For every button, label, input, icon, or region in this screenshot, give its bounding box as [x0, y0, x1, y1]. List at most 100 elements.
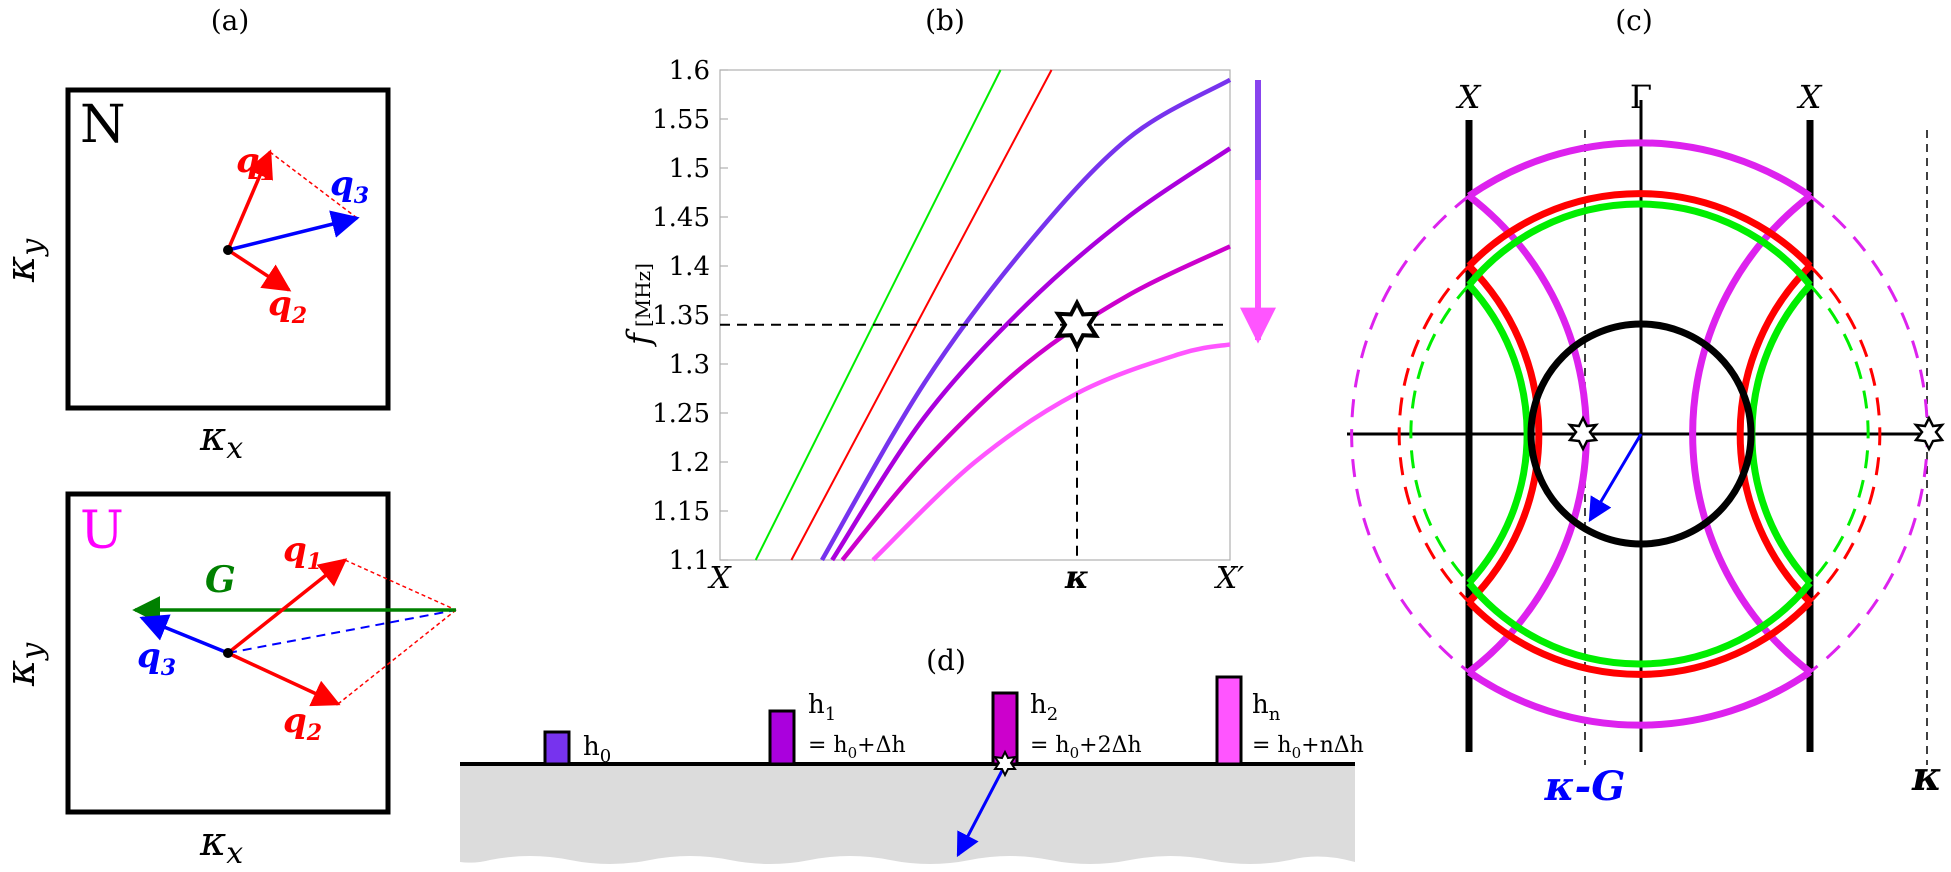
curve-green-line — [754, 69, 1002, 561]
x-right-label: X — [1796, 78, 1823, 116]
q2-label-bottom: q2 — [283, 701, 322, 746]
kx-axis-label: κx — [199, 414, 243, 466]
kappa-minus-g-label: κ-G — [1544, 763, 1626, 810]
panel-d-label: (d) — [926, 644, 966, 677]
y-tick-label: 1.1 — [669, 546, 710, 576]
scattering-star — [992, 749, 1018, 778]
substrate — [460, 764, 1355, 864]
panel-a-label: (a) — [211, 4, 250, 37]
curve-h2 — [840, 244, 1231, 562]
pillar-h2-label: h2 — [1030, 690, 1058, 725]
red-shifted-arc-right — [1736, 263, 1813, 605]
q3-arrow — [227, 210, 360, 252]
pillar-h1-equation: = h0+Δh — [808, 733, 906, 762]
green-shifted-arc-left — [1466, 282, 1531, 586]
chart-frame — [719, 69, 1231, 561]
x-left-label: X — [1455, 78, 1482, 116]
panel-a-top-box: N q1 q2 q3 κx κy — [0, 87, 391, 466]
kappa-label: κ — [1911, 753, 1942, 800]
panel-a: (a) N q1 q2 q3 κx κy U — [0, 4, 457, 871]
magenta-outer-dashed-left — [1350, 194, 1470, 674]
ky-axis-label-bottom: κy — [0, 642, 50, 687]
q1-label: q1 — [236, 141, 275, 186]
panel-c-label: (c) — [1615, 4, 1653, 37]
q2-arrow — [227, 248, 292, 292]
q2-g-dashed-line — [337, 609, 457, 705]
y-ticks: 1.1 1.15 1.2 1.25 1.3 1.35 1.4 1.45 1.5 1.55 1.6 — [652, 56, 728, 576]
guide-lines — [720, 298, 1230, 560]
pillar-h2-equation: = h0+2Δh — [1030, 733, 1142, 762]
panel-a-bottom-box: U G q1 q2 q3 κx κy — [0, 491, 457, 871]
g-label: G — [205, 559, 236, 601]
curve-hn — [871, 342, 1231, 562]
top-box-frame — [65, 87, 391, 411]
magenta-outer-arc-top — [1467, 139, 1812, 199]
green-arc-bottom — [1466, 580, 1813, 668]
q1-q3-dashed-line — [269, 151, 358, 219]
top-box-tag: N — [80, 95, 126, 155]
green-dashed-left — [1409, 283, 1471, 585]
panel-d: (d) h0 h1 = h0+Δh h2 = h0+2Δh hn = h0+nΔ… — [460, 644, 1364, 864]
panel-c: (c) X Γ X κ-G κ — [1347, 4, 1946, 810]
red-arc-top — [1466, 190, 1813, 269]
gamma-label: Γ — [1630, 78, 1652, 116]
origin-dot-bottom — [223, 648, 233, 658]
kappa-minus-g-arrow — [1588, 433, 1643, 523]
q2-arrow-bottom — [227, 651, 341, 707]
y-tick-label: 1.35 — [652, 301, 710, 331]
operating-point-star — [1054, 298, 1100, 352]
q3-label: q3 — [330, 164, 369, 209]
origin-dot — [223, 245, 233, 255]
green-dashed-right — [1808, 283, 1870, 585]
q1-arrow — [226, 149, 273, 251]
q3-shifted-dashed-line — [227, 609, 457, 654]
q2-label: q2 — [268, 284, 307, 329]
star-marker-outer — [1912, 415, 1946, 452]
red-dashed-right — [1808, 264, 1882, 604]
star-marker-inner — [1566, 415, 1600, 452]
bottom-box-tag: U — [80, 501, 124, 561]
curve-h0 — [820, 77, 1232, 562]
y-tick-label: 1.15 — [652, 497, 710, 527]
pillar-h1-label: h1 — [808, 690, 836, 725]
q3-label-bottom: q3 — [137, 636, 176, 681]
red-arc-bottom — [1466, 599, 1813, 678]
black-slowness-circle — [1527, 320, 1755, 548]
green-arc-top — [1466, 200, 1813, 288]
curve-red-line — [790, 69, 1053, 561]
y-axis-label: f[MHz] — [620, 263, 658, 347]
y-tick-label: 1.25 — [652, 399, 710, 429]
y-tick-label: 1.5 — [669, 154, 710, 184]
x-tick-kappa: κ — [1064, 558, 1089, 596]
y-tick-label: 1.55 — [652, 105, 710, 135]
pillar-h1 — [768, 709, 796, 766]
x-tick-start: X — [707, 561, 732, 596]
scattered-wave-arrow — [956, 764, 1007, 858]
y-tick-label: 1.2 — [669, 448, 710, 478]
pillar-hn-label: hn — [1252, 690, 1281, 725]
dispersion-curves — [754, 69, 1232, 562]
pillar-hn — [1215, 675, 1243, 766]
curve-h1 — [830, 146, 1232, 562]
q3-arrow-bottom — [139, 614, 229, 655]
y-tick-label: 1.6 — [669, 56, 710, 86]
panel-b: (b) 1.11.151.21.251.31.351.41.451.51.551… — [620, 4, 1276, 596]
pillar-hn-equation: = h0+nΔh — [1252, 733, 1364, 762]
kx-axis-label-bottom: κx — [199, 819, 243, 871]
q1-label-bottom: q1 — [283, 530, 322, 575]
red-shifted-arc-left — [1466, 263, 1543, 605]
magenta-outer-arc-bottom — [1467, 669, 1812, 729]
y-tick-label: 1.45 — [652, 203, 710, 233]
y-tick-label: 1.3 — [669, 350, 710, 380]
panel-b-label: (b) — [925, 4, 965, 37]
magenta-shifted-arc-right — [1689, 193, 1813, 675]
pillar-h0 — [543, 730, 571, 766]
pillar-h0-label: h0 — [583, 732, 611, 767]
q1-g-dashed-line — [344, 559, 457, 611]
x-tick-end: X′ — [1214, 561, 1244, 596]
bottom-box-frame — [65, 491, 391, 815]
red-dashed-left — [1397, 264, 1471, 604]
ky-axis-label: κy — [0, 238, 50, 283]
y-tick-label: 1.4 — [669, 252, 710, 282]
